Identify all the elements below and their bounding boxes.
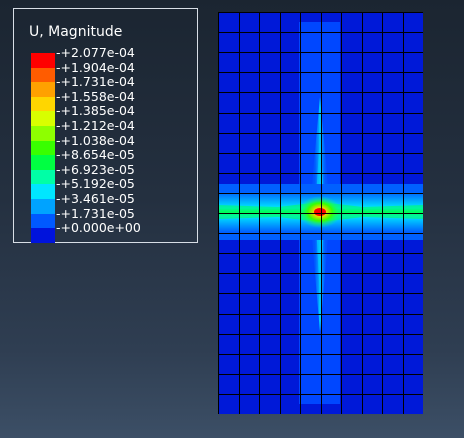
legend-swatch [31,125,55,141]
legend-value-labels: -+2.077e-04 -+1.904e-04 -+1.731e-04 -+1.558… [56,45,141,236]
legend-swatch [31,169,55,185]
legend-label: -+1.558e-04 [56,88,135,104]
mesh-grid [218,12,423,414]
legend-swatch [31,111,55,126]
legend-swatch [31,53,55,68]
legend-swatch [31,213,55,229]
legend-label: -+8.654e-05 [56,147,135,163]
legend-swatch [31,184,55,199]
legend-swatch [31,155,55,170]
legend-label: -+5.192e-05 [56,176,135,192]
legend-label: -+1.038e-04 [56,132,135,148]
legend-swatch [31,140,55,156]
legend-label: -+2.077e-04 [56,45,135,60]
legend-swatch [31,67,55,83]
legend-panel: U, Magnitude -+2.077e-04 -+1.904e-04 -+1.7… [13,8,198,243]
legend-label: -+1.904e-04 [56,59,135,75]
legend-label: -+1.731e-05 [56,205,135,221]
contour-peak [314,208,326,216]
legend-color-bar [31,53,55,243]
legend-label: -+6.923e-05 [56,161,135,177]
legend-swatch [31,198,55,214]
legend-label: -+0.000e+00 [56,220,141,236]
legend-swatch [31,228,55,243]
contour-plot-model[interactable] [218,12,423,414]
legend-label: -+3.461e-05 [56,190,135,206]
legend-swatch [31,82,55,97]
legend-title: U, Magnitude [29,24,123,40]
legend-label: -+1.385e-04 [56,103,135,119]
contour-plot-canvas [218,12,423,414]
legend-label: -+1.731e-04 [56,74,135,90]
legend-swatch [31,96,55,112]
legend-label: -+1.212e-04 [56,117,135,133]
